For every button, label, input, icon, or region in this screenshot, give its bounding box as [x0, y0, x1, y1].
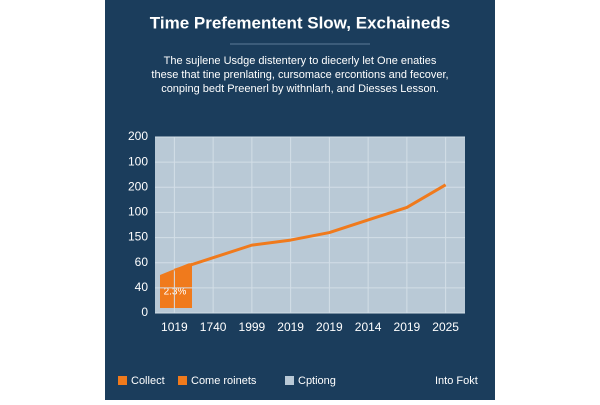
y-tick-label: 60 — [135, 255, 149, 269]
y-tick-label: 0 — [141, 305, 148, 319]
plot-area — [155, 137, 465, 313]
legend-label: Cptiong — [298, 375, 336, 387]
highlight-block — [160, 262, 192, 308]
legend-label: Come roinets — [191, 375, 257, 387]
y-tick-label: 200 — [128, 129, 148, 143]
y-tick-label: 150 — [128, 230, 148, 244]
x-tick-label: 2014 — [355, 320, 382, 334]
x-tick-label: 1019 — [161, 320, 188, 334]
legend-swatch — [178, 376, 187, 385]
x-tick-label: 2019 — [394, 320, 421, 334]
y-tick-label: 200 — [128, 179, 148, 193]
chart-title: Time Prefementent Slow, Exchaineds — [150, 13, 450, 32]
x-tick-label: 2019 — [316, 320, 343, 334]
x-tick-label: 2019 — [277, 320, 304, 334]
x-tick-label: 1999 — [239, 320, 266, 334]
x-tick-label: 2025 — [432, 320, 459, 334]
y-tick-label: 100 — [128, 205, 148, 219]
annotation: 2.3% — [164, 287, 187, 298]
legend-swatch — [118, 376, 127, 385]
line — [173, 183, 447, 272]
subtitle: conping bedt Preenerl by withnlarh, and … — [161, 83, 439, 95]
y-tick-label: 40 — [135, 280, 149, 294]
legend-label: Into Fokt — [435, 375, 478, 387]
x-tick-label: 1740 — [200, 320, 227, 334]
subtitle: The sujlene Usdge distentery to diecerly… — [164, 55, 437, 67]
subtitle: these that tine prenlating, cursomace er… — [151, 69, 448, 81]
legend-swatch — [285, 376, 294, 385]
y-tick-label: 100 — [128, 154, 148, 168]
legend-label: Collect — [131, 375, 165, 387]
